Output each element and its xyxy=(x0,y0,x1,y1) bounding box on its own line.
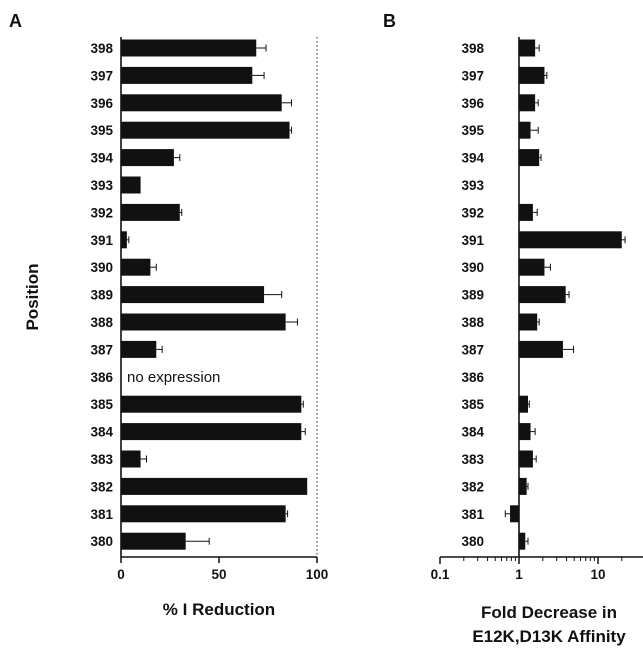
panel-a-bar xyxy=(121,313,286,331)
panel-b-bar xyxy=(519,39,536,57)
panel-a-category-label: 383 xyxy=(90,452,113,467)
panel-a-bar xyxy=(121,532,186,550)
panel-b-bar xyxy=(519,231,622,249)
panel-b-bar xyxy=(519,66,545,84)
panel-b-x-axis-title-line1: Fold Decrease in xyxy=(481,603,617,622)
panel-a-category-label: 390 xyxy=(90,260,113,275)
panel-b-category-label: 397 xyxy=(461,68,484,83)
panel-b-bar xyxy=(519,340,563,358)
panel-a-category-label: 396 xyxy=(90,96,113,111)
panel-b-bar xyxy=(519,258,545,276)
panel-b-bar xyxy=(519,94,536,112)
panel-a-category-label: 389 xyxy=(90,288,113,303)
panel-b-bar xyxy=(519,121,531,139)
panel-a-category-label: 388 xyxy=(90,315,113,330)
panel-a-bar xyxy=(121,286,265,304)
panel-b-category-label: 389 xyxy=(461,288,484,303)
panel-b-x-tick-label: 10 xyxy=(590,567,605,582)
panel-b-bar xyxy=(519,450,533,468)
panel-b-bar xyxy=(519,532,526,550)
panel-b-bar xyxy=(519,395,529,413)
panel-a-category-label: 395 xyxy=(90,123,113,138)
panel-a-x-tick-label: 50 xyxy=(211,567,226,582)
panel-label-b: B xyxy=(383,11,396,31)
panel-a-bar xyxy=(121,203,180,221)
panel-b-category-label: 396 xyxy=(461,96,484,111)
panel-a-bar xyxy=(121,231,127,249)
panel-a-category-label: 397 xyxy=(90,68,113,83)
panel-a-bar xyxy=(121,121,290,139)
panel-b-bar xyxy=(519,313,538,331)
panel-b-category-label: 382 xyxy=(461,479,484,494)
panel-a-bar xyxy=(121,66,253,84)
panel-b-category-label: 398 xyxy=(461,41,484,56)
panel-b-category-label: 390 xyxy=(461,260,484,275)
panel-b-bar xyxy=(519,149,540,167)
panel-b-category-label: 392 xyxy=(461,205,484,220)
panel-a-x-tick-label: 0 xyxy=(117,567,125,582)
panel-a-bar xyxy=(121,340,157,358)
panel-b-x-tick-label: 0.1 xyxy=(431,567,450,582)
panel-a-x-axis-title: % I Reduction xyxy=(163,600,275,619)
panel-a-bar xyxy=(121,477,308,495)
panel-a-x-tick-label: 100 xyxy=(306,567,329,582)
panel-a-bar xyxy=(121,395,302,413)
panel-b-category-label: 380 xyxy=(461,534,484,549)
panel-a-bar xyxy=(121,450,141,468)
panel-b-x-axis-title-line2: E12K,D13K Affinity xyxy=(472,627,626,646)
panel-label-a: A xyxy=(9,11,22,31)
panel-a-category-label: 382 xyxy=(90,479,113,494)
panel-b-category-label: 384 xyxy=(461,425,484,440)
panel-b-category-label: 393 xyxy=(461,178,484,193)
panel-b-category-label: 394 xyxy=(461,151,484,166)
panel-b-bar xyxy=(519,286,566,304)
panel-b-category-label: 386 xyxy=(461,370,484,385)
panel-b-category-label: 395 xyxy=(461,123,484,138)
panel-a-category-label: 384 xyxy=(90,425,113,440)
panel-a-category-label: 381 xyxy=(90,507,113,522)
panel-b-bar xyxy=(510,505,519,523)
panel-a-bar xyxy=(121,423,302,441)
panel-a-y-axis-title: Position xyxy=(23,263,42,330)
panel-b-bar xyxy=(519,423,531,441)
panel-b-category-label: 387 xyxy=(461,342,484,357)
panel-a-bar xyxy=(121,176,141,194)
panel-a-category-label: 391 xyxy=(90,233,113,248)
panel-a-category-label: 398 xyxy=(90,41,113,56)
panel-b-category-label: 391 xyxy=(461,233,484,248)
panel-a-bar xyxy=(121,39,257,57)
panel-b-x-tick-label: 1 xyxy=(515,567,523,582)
panel-a-category-label: 385 xyxy=(90,397,113,412)
panel-a-category-label: 394 xyxy=(90,151,113,166)
panel-a-category-label: 387 xyxy=(90,342,113,357)
panel-a-bar xyxy=(121,94,282,112)
panel-a-annotation: no expression xyxy=(127,369,220,386)
panel-a-category-label: 386 xyxy=(90,370,113,385)
panel-b-category-label: 385 xyxy=(461,397,484,412)
panel-a-category-label: 380 xyxy=(90,534,113,549)
panel-a-bar xyxy=(121,149,174,167)
panel-a-category-label: 393 xyxy=(90,178,113,193)
panel-b-category-label: 383 xyxy=(461,452,484,467)
panel-b-category-label: 388 xyxy=(461,315,484,330)
panel-a-bar xyxy=(121,505,286,523)
panel-b-bar xyxy=(519,203,533,221)
panel-a-category-label: 392 xyxy=(90,205,113,220)
panel-b-bar xyxy=(519,477,527,495)
panel-a-bar xyxy=(121,258,151,276)
panel-b-category-label: 381 xyxy=(461,507,484,522)
